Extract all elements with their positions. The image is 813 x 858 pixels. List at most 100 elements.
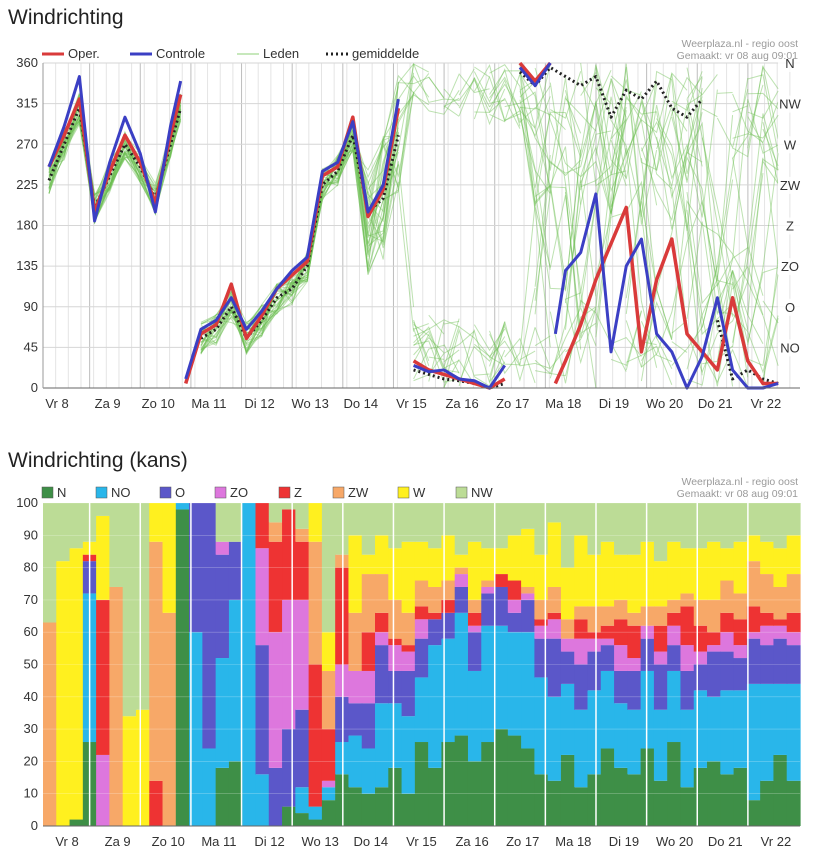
bar-segment-nw [268, 503, 283, 523]
bar-segment-o [454, 586, 469, 613]
member-line [48, 74, 779, 387]
bar-segment-w [467, 541, 482, 600]
bar-segment-z [733, 619, 748, 646]
bar-segment-zw [481, 580, 496, 587]
bar-segment-zo [653, 651, 668, 665]
x-tick-label: Vr 22 [751, 396, 782, 411]
bar-segment-no [295, 787, 310, 814]
bar-segment-n [282, 806, 296, 826]
bar-segment-nw [507, 503, 522, 536]
bar-segment-zw [574, 606, 589, 620]
y-tick-label: 70 [24, 592, 38, 607]
bar-segment-o [786, 645, 801, 684]
bar-segment-no [534, 677, 549, 775]
member-line [48, 76, 779, 373]
bar-segment-o [401, 670, 416, 717]
bar-segment-nw [454, 503, 469, 555]
bar-segment-o [255, 645, 270, 775]
bar-segment-zw [321, 670, 336, 730]
bar-segment-zo [600, 638, 615, 646]
bar-segment-o [189, 503, 203, 633]
bar-segment-n [494, 729, 509, 826]
direction-label-bg [778, 258, 802, 276]
bar-segment-nw [69, 503, 84, 549]
x-tick-label: Do 21 [708, 834, 743, 849]
bar-segment-o [614, 670, 628, 704]
y-tick-label: 180 [16, 218, 38, 233]
bar-segment-zw [388, 599, 403, 639]
direction-label: N [785, 56, 794, 71]
direction-label-bg [778, 136, 802, 154]
bar-segment-zo [375, 632, 389, 646]
bar-segment-nw [640, 503, 655, 542]
bar-segment-n [414, 742, 429, 826]
x-tick-label: Do 14 [353, 834, 388, 849]
bar-segment-o [467, 632, 482, 671]
y-tick-label: 90 [24, 527, 38, 542]
bar-segment-z [534, 619, 549, 626]
bar-segment-n [481, 742, 496, 826]
bar-segment-no [202, 748, 217, 826]
bar-segment-zo [295, 599, 310, 710]
bar-segment-no [414, 677, 429, 743]
y-tick-label: 270 [16, 136, 38, 151]
bar-segment-zo [268, 632, 283, 768]
bar-segment-nw [534, 503, 549, 555]
bar-segment-z [96, 599, 111, 755]
x-tick-label: Za 9 [95, 396, 121, 411]
y-tick-label: 225 [16, 177, 38, 192]
bar-segment-w [733, 541, 748, 594]
bar-segment-z [707, 632, 721, 646]
x-tick-label: Di 19 [609, 834, 639, 849]
bar-segment-zw [348, 612, 363, 671]
x-tick-label: Za 16 [455, 834, 488, 849]
bar-segment-zo [667, 625, 682, 646]
bar-segment-zo [401, 651, 416, 671]
legend-label: Z [294, 485, 302, 500]
legend-swatch [159, 486, 172, 499]
bar-segment-w [521, 528, 535, 587]
bar-segment-nw [375, 503, 389, 536]
bar-segment-no [627, 709, 642, 775]
bar-segment-o [215, 554, 230, 659]
bar-segment-z [587, 632, 602, 639]
bar-segment-w [308, 503, 323, 542]
bar-segment-w [746, 535, 761, 562]
bar-segment-z [295, 541, 310, 600]
bar-segment-zw [335, 554, 350, 568]
bar-segment-zw [587, 606, 602, 633]
bar-segment-o [640, 638, 655, 671]
bar-segment-zw [414, 580, 429, 607]
bar-segment-nw [707, 503, 721, 542]
bar-segment-o [348, 703, 363, 736]
bar-segment-z [361, 632, 376, 671]
bar-segment-z [746, 606, 761, 633]
bar-segment-zw [786, 574, 801, 613]
bar-segment-z [667, 612, 682, 626]
bar-segment-z [149, 780, 164, 826]
bar-segment-nw [56, 503, 71, 562]
bar-segment-zo [96, 754, 111, 826]
bar-segment-o [375, 645, 389, 704]
bar-segment-nw [720, 503, 735, 549]
bar-segment-zw [746, 561, 761, 607]
bar-segment-no [760, 683, 775, 781]
bar-segment-z [82, 554, 97, 562]
bar-segment-zo [733, 645, 748, 659]
bar-segment-w [375, 535, 389, 575]
bar-segment-o [627, 670, 642, 710]
bar-segment-z [574, 619, 589, 639]
series-lines [47, 61, 779, 390]
bar-segment-zw [295, 528, 310, 542]
bar-segment-nw [361, 503, 376, 555]
member-line [48, 78, 779, 387]
x-tick-label: Vr 8 [45, 396, 68, 411]
bar-segment-n [534, 774, 549, 826]
bar-segment-w [680, 548, 695, 594]
bar-segment-zw [162, 612, 177, 826]
bar-segment-nw [109, 503, 124, 587]
bar-segment-zw [454, 567, 469, 575]
bar-segment-zo [547, 619, 562, 639]
bar-segment-w [560, 567, 575, 620]
bar-segment-nw [746, 503, 761, 536]
